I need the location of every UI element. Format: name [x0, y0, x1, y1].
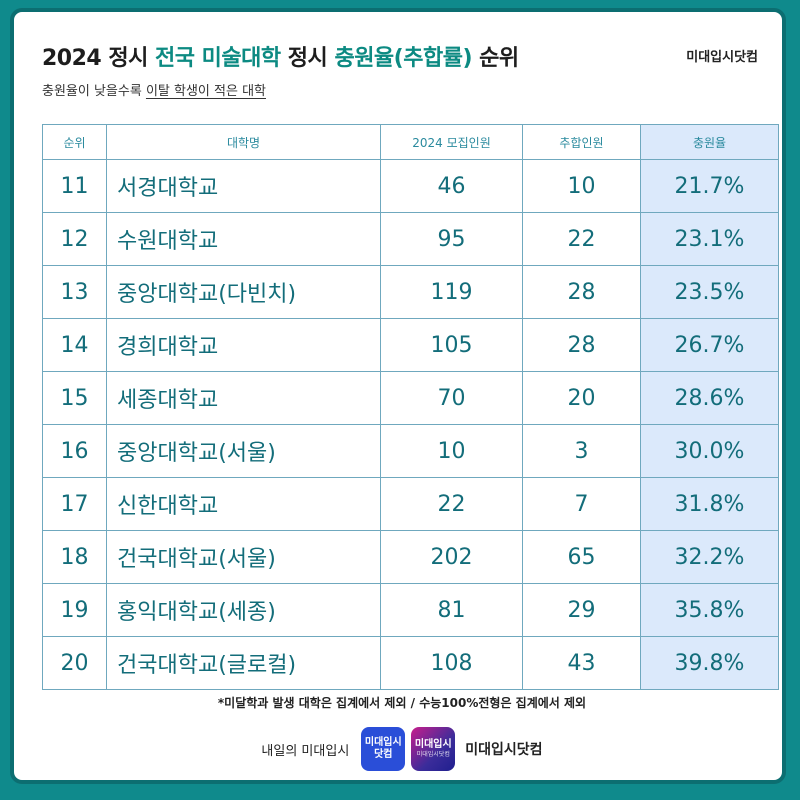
rank-cell: 14 — [42, 318, 107, 372]
table-row: 17 신한대학교 22 7 31.8% — [42, 477, 779, 531]
extra-cell: 28 — [522, 265, 641, 319]
extra-cell: 10 — [522, 159, 641, 213]
extra-cell: 43 — [522, 636, 641, 690]
table-row: 12 수원대학교 95 22 23.1% — [42, 212, 779, 266]
subtitle-underlined: 이탈 학생이 적은 대학 — [145, 84, 266, 99]
university-name-cell: 경희대학교 — [106, 318, 381, 372]
title-middle: 정시 — [280, 46, 335, 71]
quota-cell: 119 — [380, 265, 523, 319]
table-row: 18 건국대학교(서울) 202 65 32.2% — [42, 530, 779, 584]
extra-cell: 20 — [522, 371, 641, 425]
header-brand: 미대입시닷컴 — [686, 50, 758, 65]
logo1-line2: 닷컴 — [374, 749, 393, 760]
ranking-card: 2024 정시 전국 미술대학 정시 충원율(추합률) 순위 미대입시닷컴 충원… — [10, 8, 786, 784]
table-row: 14 경희대학교 105 28 26.7% — [42, 318, 779, 372]
footer: 내일의 미대입시 미대입시 닷컴 미대입시 미대입시닷컴 미대입시닷컴 — [14, 724, 790, 774]
rank-cell: 20 — [42, 636, 107, 690]
footer-tagline: 내일의 미대입시 — [261, 743, 350, 759]
title-accent-region: 전국 미술대학 — [155, 46, 281, 71]
university-name-cell: 서경대학교 — [106, 159, 381, 213]
logo1-line1: 미대입시 — [364, 737, 402, 748]
column-header-rank: 순위 — [42, 124, 107, 160]
rank-cell: 16 — [42, 424, 107, 478]
page-title: 2024 정시 전국 미술대학 정시 충원율(추합률) 순위 — [42, 40, 762, 72]
quota-cell: 95 — [380, 212, 523, 266]
brand-app-icon: 미대입시 미대입시닷컴 — [411, 727, 456, 771]
university-name-cell: 신한대학교 — [106, 477, 381, 531]
ranking-table: 순위 대학명 2024 모집인원 추합인원 충원율 11 서경대학교 46 10 21.… — [42, 124, 779, 690]
title-prefix: 2024 정시 — [42, 46, 156, 71]
quota-cell: 10 — [380, 424, 523, 478]
rate-cell: 30.0% — [640, 424, 779, 478]
table-row: 20 건국대학교(글로컬) 108 43 39.8% — [42, 636, 779, 690]
column-header-university: 대학명 — [106, 124, 381, 160]
university-name-cell: 중앙대학교(다빈치) — [106, 265, 381, 319]
university-name-cell: 세종대학교 — [106, 371, 381, 425]
title-accent-metric: 충원율(추합률) — [334, 46, 473, 71]
table-row: 19 홍익대학교(세종) 81 29 35.8% — [42, 583, 779, 637]
rate-cell: 35.8% — [640, 583, 779, 637]
column-header-quota: 2024 모집인원 — [380, 124, 523, 160]
table-row: 16 중앙대학교(서울) 10 3 30.0% — [42, 424, 779, 478]
rate-cell: 21.7% — [640, 159, 779, 213]
rank-cell: 18 — [42, 530, 107, 584]
rank-cell: 15 — [42, 371, 107, 425]
university-name-cell: 중앙대학교(서울) — [106, 424, 381, 478]
table-row: 13 중앙대학교(다빈치) 119 28 23.5% — [42, 265, 779, 319]
university-name-cell: 건국대학교(글로컬) — [106, 636, 381, 690]
rate-cell: 28.6% — [640, 371, 779, 425]
rank-cell: 17 — [42, 477, 107, 531]
university-name-cell: 홍익대학교(세종) — [106, 583, 381, 637]
quota-cell: 46 — [380, 159, 523, 213]
rank-cell: 12 — [42, 212, 107, 266]
extra-cell: 65 — [522, 530, 641, 584]
column-header-extra: 추합인원 — [522, 124, 641, 160]
header: 2024 정시 전국 미술대학 정시 충원율(추합률) 순위 미대입시닷컴 충원… — [42, 40, 762, 100]
rank-cell: 11 — [42, 159, 107, 213]
university-name-cell: 수원대학교 — [106, 212, 381, 266]
extra-cell: 22 — [522, 212, 641, 266]
extra-cell: 7 — [522, 477, 641, 531]
rank-cell: 19 — [42, 583, 107, 637]
rate-cell: 31.8% — [640, 477, 779, 531]
extra-cell: 3 — [522, 424, 641, 478]
rate-cell: 23.5% — [640, 265, 779, 319]
extra-cell: 29 — [522, 583, 641, 637]
quota-cell: 22 — [380, 477, 523, 531]
table-row: 11 서경대학교 46 10 21.7% — [42, 159, 779, 213]
rate-cell: 39.8% — [640, 636, 779, 690]
rate-cell: 32.2% — [640, 530, 779, 584]
quota-cell: 108 — [380, 636, 523, 690]
brand-logo-icon: 미대입시 닷컴 — [361, 727, 406, 771]
page-subtitle: 충원율이 낮을수록 이탈 학생이 적은 대학 — [42, 80, 762, 99]
table-row: 15 세종대학교 70 20 28.6% — [42, 371, 779, 425]
footnote: *미달학과 발생 대학은 집계에서 제외 / 수능100%전형은 집계에서 제외 — [217, 696, 587, 710]
quota-cell: 70 — [380, 371, 523, 425]
table-body: 11 서경대학교 46 10 21.7% 12 수원대학교 95 22 23.1% 13 중앙대학교(… — [42, 159, 779, 690]
quota-cell: 202 — [380, 530, 523, 584]
university-name-cell: 건국대학교(서울) — [106, 530, 381, 584]
footer-brand: 미대입시닷컴 — [465, 742, 543, 758]
quota-cell: 81 — [380, 583, 523, 637]
logo2-line2: 미대입시닷컴 — [416, 751, 450, 759]
title-suffix: 순위 — [472, 46, 519, 71]
quota-cell: 105 — [380, 318, 523, 372]
extra-cell: 28 — [522, 318, 641, 372]
logo2-line1: 미대입시 — [414, 739, 452, 751]
subtitle-prefix: 충원율이 낮을수록 — [42, 84, 146, 99]
column-header-rate: 충원율 — [640, 124, 779, 160]
table-header-row: 순위 대학명 2024 모집인원 추합인원 충원율 — [42, 124, 779, 160]
rate-cell: 26.7% — [640, 318, 779, 372]
rank-cell: 13 — [42, 265, 107, 319]
rate-cell: 23.1% — [640, 212, 779, 266]
